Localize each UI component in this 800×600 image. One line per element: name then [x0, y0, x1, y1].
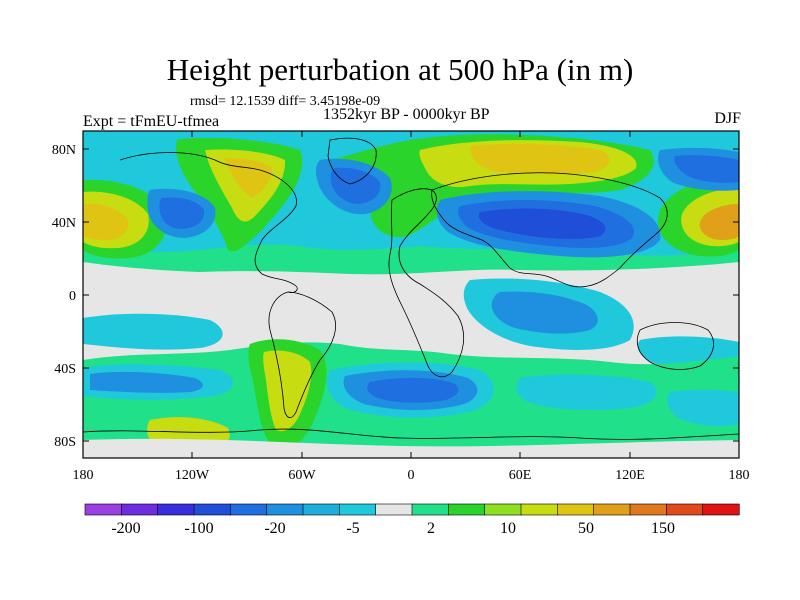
contour-south-pacific-right-cyan	[667, 389, 739, 426]
coast-greenland	[327, 137, 377, 185]
colorbar-swatch	[448, 503, 486, 516]
lon-label-60e: 60E	[509, 468, 532, 483]
season-label: DJF	[714, 110, 741, 127]
colorbar-swatch	[302, 503, 340, 516]
colorbar-label-neg5: -5	[346, 520, 359, 537]
colorbar-swatch	[520, 503, 558, 516]
lon-label-180-left: 180	[73, 468, 94, 483]
period-label: 1352kyr BP - 0000kyr BP	[323, 106, 490, 123]
lat-label-40s: 40S	[54, 362, 76, 377]
colorbar-swatch	[157, 503, 195, 516]
lon-label-0: 0	[408, 468, 415, 483]
contour-bering-low-inner	[674, 155, 739, 183]
colorbar-swatch	[702, 503, 740, 516]
contour-north-pacific-high-left-core	[83, 203, 129, 240]
coast-north-america	[119, 152, 298, 293]
colorbar-swatch	[593, 503, 631, 516]
lon-label-120e: 120E	[615, 468, 645, 483]
colorbar-swatch	[266, 503, 304, 516]
contour-equatorial-pacific-cyan	[83, 313, 223, 350]
contour-north-pacific-high-right-core	[699, 204, 739, 240]
coast-asia	[431, 172, 668, 288]
colorbar-swatch	[375, 503, 413, 516]
colorbar-label-10: 10	[500, 520, 516, 537]
contour-south-atlantic-low-core	[367, 377, 459, 403]
lon-label-60w: 60W	[288, 468, 316, 483]
contour-southern-indian-cyan	[516, 374, 657, 410]
colorbar-swatch	[84, 503, 122, 516]
colorbar-swatch	[339, 503, 377, 516]
contour-atlantic-low-inner	[330, 167, 381, 204]
colorbar-label-neg200: -200	[111, 520, 140, 537]
colorbar-swatch	[557, 503, 595, 516]
lon-label-120w: 120W	[175, 468, 210, 483]
experiment-label: Expt = tFmEU-tfmea	[83, 113, 220, 130]
colorbar-label-150: 150	[651, 520, 675, 537]
lat-label-80s: 80S	[54, 435, 76, 450]
contour-north-america-high-core	[224, 158, 272, 198]
colorbar	[84, 503, 740, 516]
coastlines	[83, 137, 739, 440]
latitude-labels: 80N 40N 0 40S 80S	[52, 143, 76, 450]
colorbar-label-neg100: -100	[184, 520, 213, 537]
colorbar-swatch	[666, 503, 704, 516]
colorbar-swatch	[193, 503, 231, 516]
contour-eurasia-high-core	[470, 143, 610, 175]
coast-south-america	[268, 291, 336, 418]
colorbar-swatch	[629, 503, 667, 516]
contour-south-america-yellow	[263, 350, 312, 432]
map-title: Height perturbation at 500 hPa (in m)	[166, 52, 634, 87]
contour-antarctic-neutral	[83, 438, 739, 458]
contour-asia-low-core	[478, 208, 606, 239]
contour-indian-ocean-blue	[491, 291, 598, 334]
lat-label-0: 0	[69, 289, 76, 304]
stats-text: rmsd= 12.1539 diff= 3.45198e-09	[190, 94, 381, 109]
colorbar-labels: -200 -100 -20 -5 2 10 50 150	[111, 520, 675, 537]
coast-australia	[636, 322, 714, 370]
height-field	[83, 131, 739, 458]
colorbar-swatch	[121, 503, 159, 516]
colorbar-label-neg20: -20	[264, 520, 285, 537]
coast-antarctica	[83, 428, 739, 440]
lon-label-180-right: 180	[729, 468, 750, 483]
lat-label-80n: 80N	[52, 143, 76, 158]
colorbar-swatch	[230, 503, 268, 516]
lat-label-40n: 40N	[52, 216, 76, 231]
axis-ticks	[83, 131, 739, 458]
contour-arctic-cyan	[83, 131, 739, 153]
colorbar-label-50: 50	[578, 520, 594, 537]
coast-europe-africa	[388, 188, 465, 378]
contour-north-pacific-low-inner	[159, 197, 205, 229]
colorbar-swatch	[411, 503, 449, 516]
colorbar-label-2: 2	[427, 520, 435, 537]
longitude-labels: 180 120W 60W 0 60E 120E 180	[73, 468, 750, 483]
contour-south-pacific-low-blue	[90, 371, 203, 393]
colorbar-swatch	[484, 503, 522, 516]
